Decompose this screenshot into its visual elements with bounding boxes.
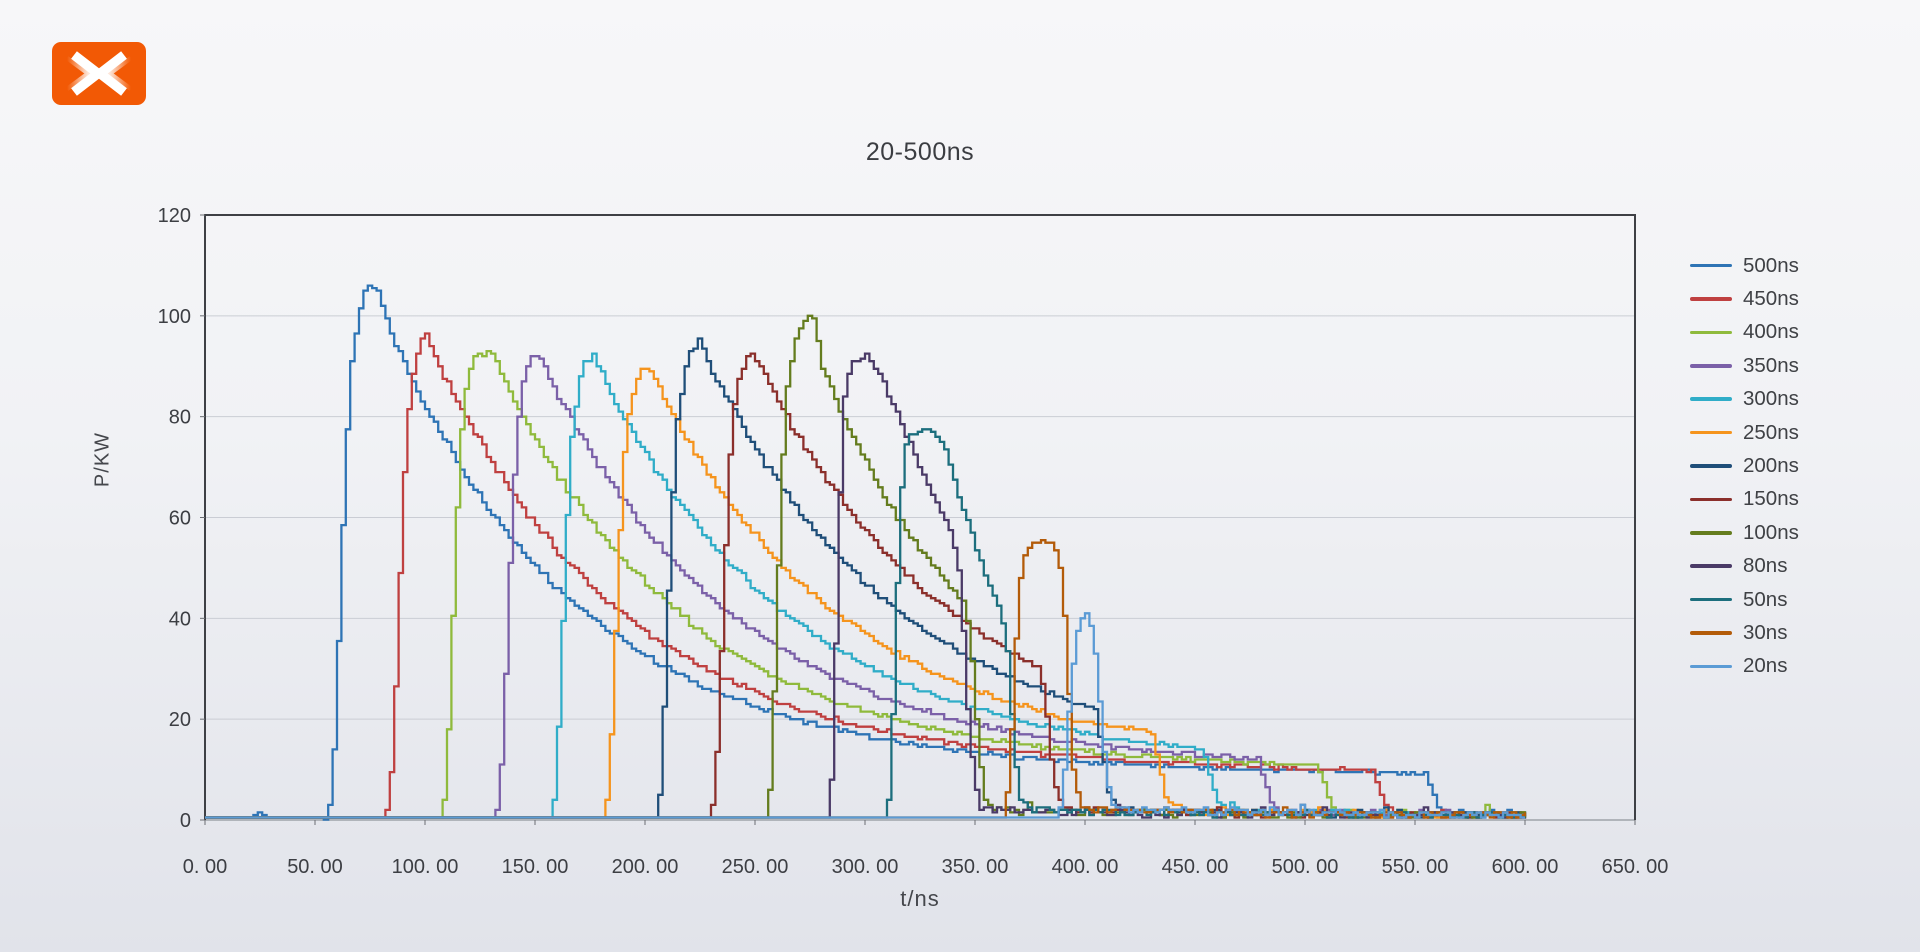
y-tick-label-100: 100 — [158, 306, 191, 328]
legend-label: 300ns — [1743, 387, 1799, 411]
logo-chevron-fade-left — [65, 56, 92, 91]
y-tick-label-120: 120 — [158, 205, 191, 227]
legend-swatch-30ns — [1690, 631, 1732, 635]
legend-swatch-100ns — [1690, 531, 1732, 535]
legend-label: 200ns — [1743, 454, 1799, 478]
legend-label: 250ns — [1743, 420, 1799, 444]
y-tick-label-0: 0 — [180, 810, 191, 832]
brand-logo — [52, 42, 146, 105]
legend-item-450ns: 450ns — [1690, 282, 1799, 315]
logo-chevron-left-icon — [92, 51, 127, 96]
legend-swatch-50ns — [1690, 597, 1732, 602]
x-tick-label-550: 550. 00 — [1382, 856, 1449, 878]
legend-item-300ns: 300ns — [1690, 383, 1799, 416]
x-tick-label-250: 250. 00 — [722, 856, 789, 878]
legend-item-200ns: 200ns — [1690, 449, 1799, 482]
legend-swatch-300ns — [1690, 397, 1732, 402]
legend-swatch-200ns — [1690, 464, 1732, 468]
legend-swatch-350ns — [1690, 364, 1732, 368]
y-axis-label: P/KW — [91, 431, 114, 488]
x-tick-label-400: 400. 00 — [1052, 856, 1119, 878]
legend-label: 350ns — [1743, 353, 1799, 377]
legend-swatch-450ns — [1690, 297, 1732, 301]
legend-item-80ns: 80ns — [1690, 550, 1799, 583]
series-line-250ns — [205, 367, 1525, 819]
series-line-500ns — [205, 284, 1527, 821]
x-tick-label-300: 300. 00 — [832, 856, 899, 878]
legend-item-50ns: 50ns — [1690, 583, 1799, 616]
x-tick-label-50: 50. 00 — [287, 856, 343, 878]
legend-label: 450ns — [1743, 287, 1799, 311]
legend-item-250ns: 250ns — [1690, 416, 1799, 449]
legend-swatch-500ns — [1690, 263, 1732, 268]
x-tick-label-450: 450. 00 — [1162, 856, 1229, 878]
legend-item-150ns: 150ns — [1690, 483, 1799, 516]
legend-label: 20ns — [1743, 654, 1788, 678]
legend-item-100ns: 100ns — [1690, 516, 1799, 549]
legend: 500ns 450ns 400ns 350ns 300ns 250ns 200ns 150ns… — [1690, 249, 1799, 683]
logo-chevron-fade-right — [106, 56, 133, 91]
legend-swatch-20ns — [1690, 664, 1732, 669]
x-tick-label-600: 600. 00 — [1492, 856, 1559, 878]
series-line-350ns — [205, 355, 1525, 819]
legend-item-20ns: 20ns — [1690, 650, 1799, 683]
series-line-200ns — [205, 337, 1527, 819]
x-tick-label-0: 0. 00 — [183, 856, 227, 878]
legend-label: 150ns — [1743, 487, 1799, 511]
x-tick-label-200: 200. 00 — [612, 856, 679, 878]
series-line-450ns — [205, 332, 1527, 819]
x-axis-label: t/ns — [900, 886, 940, 911]
series-line-400ns — [205, 349, 1525, 819]
x-tick-label-500: 500. 00 — [1272, 856, 1339, 878]
series-line-30ns — [205, 539, 1527, 819]
legend-label: 30ns — [1743, 620, 1788, 644]
legend-label: 100ns — [1743, 520, 1799, 544]
x-tick-label-350: 350. 00 — [942, 856, 1009, 878]
series-line-20ns — [205, 612, 1525, 819]
legend-swatch-400ns — [1690, 330, 1732, 335]
legend-swatch-250ns — [1690, 430, 1732, 435]
legend-item-350ns: 350ns — [1690, 349, 1799, 382]
x-tick-label-650: 650. 00 — [1602, 856, 1669, 878]
y-tick-label-40: 40 — [169, 608, 191, 630]
legend-swatch-80ns — [1690, 564, 1732, 568]
legend-label: 50ns — [1743, 587, 1788, 611]
x-tick-label-100: 100. 00 — [392, 856, 459, 878]
chart-title: 20-500ns — [865, 138, 975, 166]
legend-item-400ns: 400ns — [1690, 316, 1799, 349]
legend-item-500ns: 500ns — [1690, 249, 1799, 282]
legend-label: 500ns — [1743, 253, 1799, 277]
y-tick-label-20: 20 — [169, 709, 191, 731]
legend-label: 80ns — [1743, 554, 1788, 578]
legend-swatch-150ns — [1690, 497, 1732, 502]
legend-label: 400ns — [1743, 320, 1799, 344]
y-tick-label-60: 60 — [169, 508, 191, 530]
y-tick-label-80: 80 — [169, 407, 191, 429]
legend-item-30ns: 30ns — [1690, 616, 1799, 649]
x-tick-label-150: 150. 00 — [502, 856, 569, 878]
